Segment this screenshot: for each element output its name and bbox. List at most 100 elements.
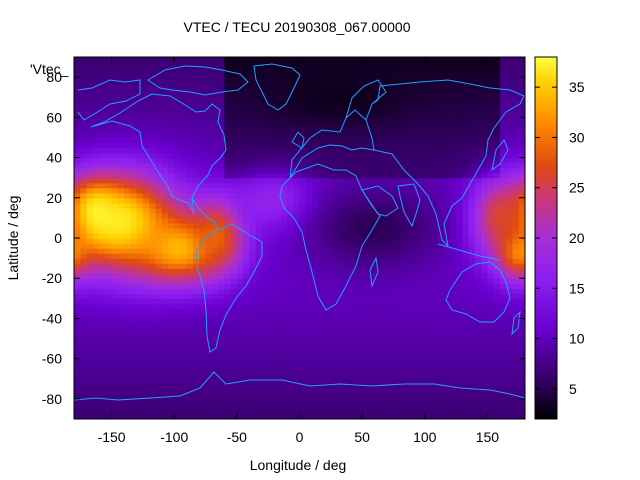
heatmap-cell [74, 278, 81, 284]
heatmap-cell [86, 192, 94, 199]
heatmap-cell [149, 328, 157, 335]
heatmap-cell [393, 328, 401, 335]
heatmap-cell [218, 82, 225, 88]
heatmap-cell [255, 263, 263, 269]
heatmap-cell [481, 82, 489, 88]
heatmap-cell [218, 177, 225, 184]
heatmap-cell [493, 217, 501, 224]
heatmap-cell [487, 207, 495, 214]
heatmap-cell [268, 403, 276, 410]
heatmap-cell [286, 72, 294, 78]
heatmap-cell [155, 127, 163, 134]
heatmap-cell [399, 303, 407, 309]
heatmap-cell [99, 263, 106, 269]
heatmap-cell [149, 378, 157, 385]
heatmap-cell [449, 318, 457, 325]
heatmap-cell [418, 363, 426, 370]
heatmap-cell [462, 227, 470, 234]
heatmap-cell [155, 67, 163, 73]
heatmap-cell [431, 293, 438, 299]
heatmap-cell [136, 117, 144, 123]
heatmap-cell [362, 308, 369, 315]
heatmap-cell [174, 323, 182, 330]
heatmap-cell [387, 102, 395, 108]
heatmap-cell [255, 152, 263, 159]
heatmap-cell [518, 102, 525, 108]
heatmap-cell [286, 253, 294, 259]
heatmap-cell [268, 313, 276, 320]
heatmap-cell [518, 197, 525, 204]
heatmap-cell [268, 338, 276, 345]
heatmap-cell [261, 142, 269, 149]
heatmap-cell [405, 308, 413, 315]
heatmap-cell [117, 157, 125, 164]
heatmap-cell [174, 383, 182, 390]
heatmap-cell [405, 137, 413, 144]
heatmap-cell [499, 268, 507, 274]
heatmap-cell [124, 413, 131, 419]
heatmap-cell [80, 383, 88, 390]
heatmap-cell [224, 202, 232, 209]
heatmap-cell [393, 373, 401, 380]
heatmap-cell [443, 187, 451, 194]
heatmap-cell [167, 388, 175, 395]
heatmap-cell [124, 117, 131, 123]
heatmap-cell [293, 238, 301, 244]
heatmap-cell [249, 72, 257, 78]
heatmap-cell [443, 87, 451, 93]
heatmap-cell [174, 152, 182, 159]
heatmap-cell [481, 368, 489, 375]
heatmap-cell [462, 283, 470, 289]
heatmap-cell [274, 122, 282, 128]
heatmap-cell [92, 413, 100, 419]
heatmap-cell [136, 263, 144, 269]
heatmap-cell [493, 263, 501, 269]
heatmap-cell [405, 152, 413, 159]
heatmap-cell [456, 238, 463, 244]
heatmap-cell [380, 323, 388, 330]
heatmap-cell [236, 232, 244, 239]
heatmap-cell [268, 268, 276, 274]
heatmap-cell [255, 338, 263, 345]
heatmap-cell [456, 268, 463, 274]
heatmap-cell [299, 263, 307, 269]
heatmap-cell [149, 253, 157, 259]
heatmap-cell [236, 87, 244, 93]
heatmap-cell [249, 348, 257, 355]
heatmap-cell [255, 343, 263, 350]
heatmap-cell [318, 112, 326, 118]
heatmap-cell [249, 358, 257, 365]
heatmap-cell [481, 152, 489, 159]
heatmap-cell [155, 107, 163, 113]
heatmap-cell [99, 132, 106, 139]
heatmap-cell [324, 273, 332, 279]
heatmap-cell [393, 393, 401, 400]
heatmap-cell [224, 207, 232, 214]
heatmap-cell [518, 87, 525, 93]
heatmap-cell [205, 348, 213, 355]
heatmap-cell [280, 308, 288, 315]
heatmap-cell [293, 182, 301, 189]
heatmap-cell [499, 217, 507, 224]
heatmap-cell [161, 222, 169, 229]
heatmap-cell [330, 202, 338, 209]
heatmap-cell [449, 268, 457, 274]
heatmap-cell [167, 82, 175, 88]
heatmap-cell [299, 403, 307, 410]
heatmap-cell [124, 187, 131, 194]
heatmap-cell [412, 408, 420, 415]
heatmap-cell [180, 273, 188, 279]
heatmap-cell [180, 177, 188, 184]
heatmap-cell [512, 127, 520, 134]
heatmap-cell [218, 288, 225, 294]
heatmap-cell [380, 97, 388, 103]
heatmap-cell [180, 243, 188, 249]
heatmap-cell [243, 343, 250, 350]
heatmap-cell [293, 383, 301, 390]
heatmap-cell [512, 172, 520, 179]
heatmap-cell [230, 227, 238, 234]
heatmap-cell [412, 107, 420, 113]
heatmap-cell [105, 268, 113, 274]
heatmap-cell [186, 338, 194, 345]
heatmap-cell [199, 248, 207, 254]
